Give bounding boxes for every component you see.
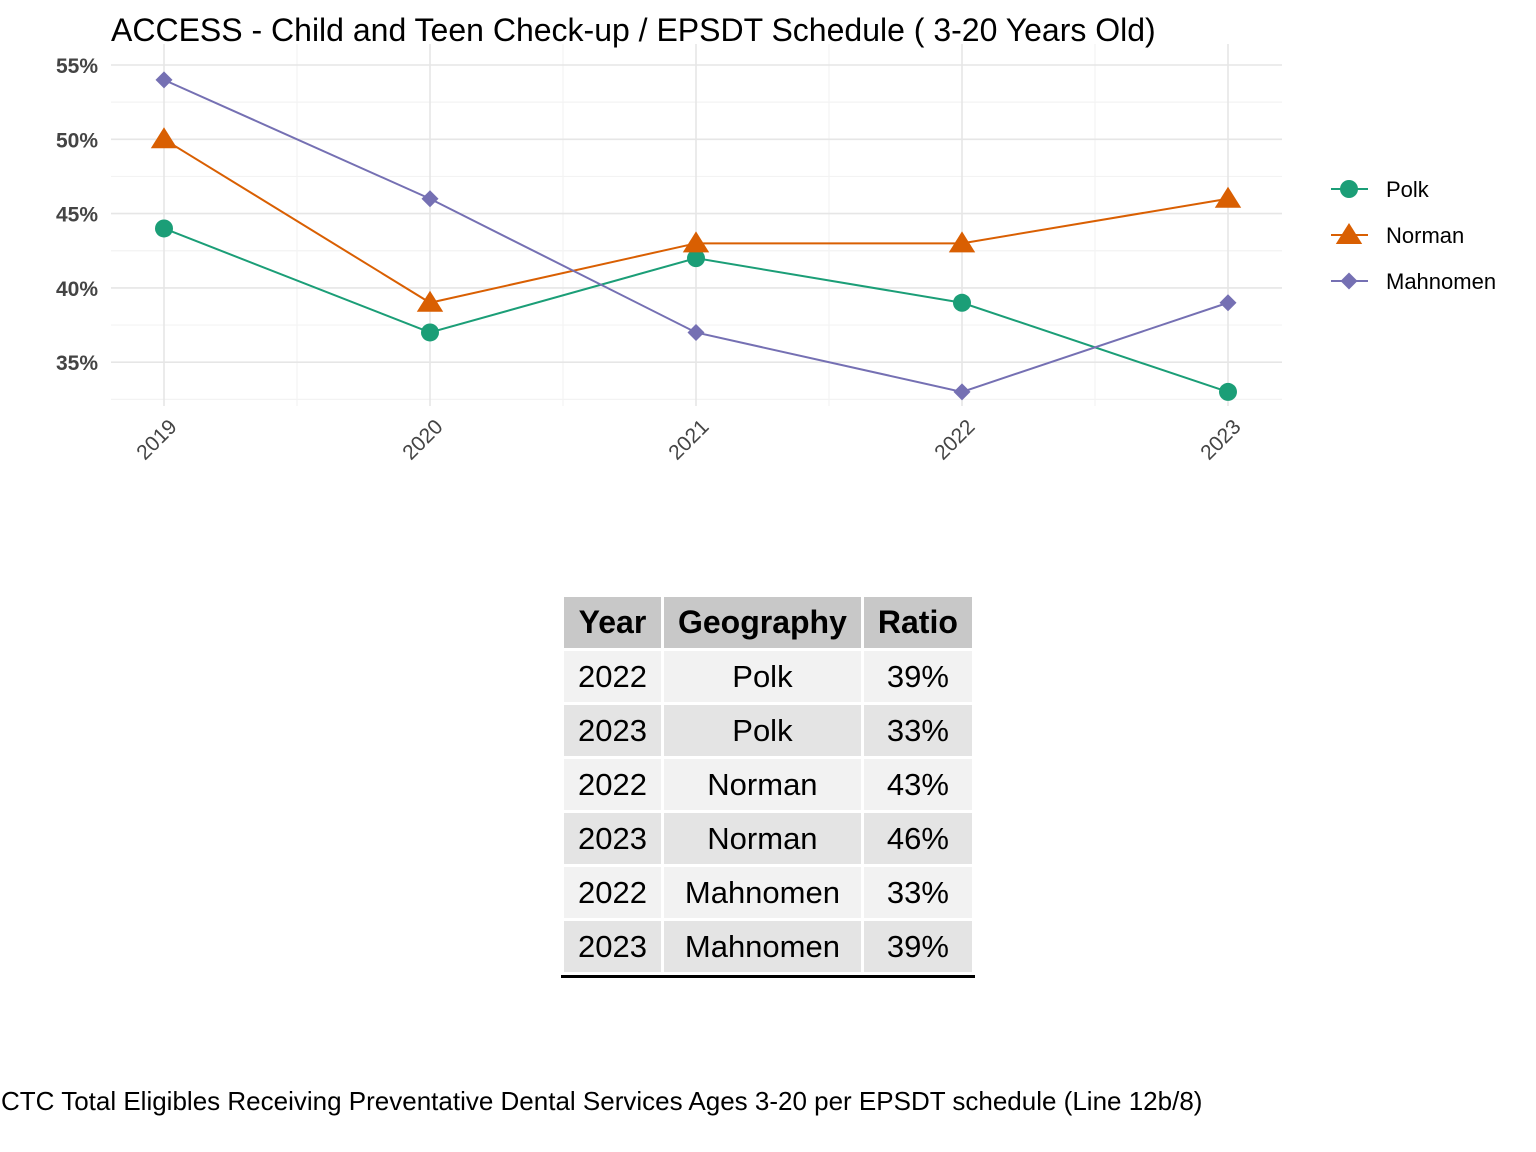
y-tick-label: 35% (56, 352, 98, 375)
cell-geography: Polk (663, 651, 861, 702)
x-tick-label: 2023 (1196, 415, 1245, 464)
line-chart: ACCESS - Child and Teen Check-up / EPSDT… (56, 12, 1496, 465)
x-tick-label: 2022 (930, 415, 979, 464)
legend-label: Mahnomen (1386, 269, 1496, 294)
header-geography: Geography (663, 597, 861, 648)
table-row: 2023 Polk 33% (564, 705, 972, 756)
data-point-mahnomen (1219, 294, 1237, 312)
data-point-mahnomen (687, 323, 705, 341)
data-point-norman (1214, 186, 1242, 208)
cell-ratio: 33% (863, 705, 972, 756)
y-tick-label: 45% (56, 204, 98, 227)
header-year: Year (564, 597, 661, 648)
series-mahnomen (155, 71, 1237, 401)
data-table: Year Geography Ratio 2022 Polk 39% 2023 … (561, 594, 975, 978)
table-row: 2022 Polk 39% (564, 651, 972, 702)
data-point-norman (948, 231, 976, 253)
cell-geography: Mahnomen (663, 921, 861, 972)
cell-year: 2023 (564, 921, 661, 972)
cell-ratio: 46% (863, 813, 972, 864)
data-point-polk (687, 249, 705, 268)
table-row: 2023 Norman 46% (564, 813, 972, 864)
legend-item-norman: Norman (1331, 223, 1464, 248)
cell-ratio: 39% (863, 921, 972, 972)
table-row: 2022 Norman 43% (564, 759, 972, 810)
data-point-mahnomen (953, 383, 971, 401)
y-axis-ticks: 35% 40% 45% 50% 55% (56, 55, 98, 375)
series-polk (155, 219, 1237, 401)
legend-marker-mahnomen (1340, 272, 1358, 290)
grid-lines (111, 44, 1282, 406)
y-tick-label: 40% (56, 278, 98, 301)
x-tick-label: 2019 (132, 415, 181, 464)
legend-item-polk: Polk (1331, 177, 1430, 202)
cell-year: 2022 (564, 651, 661, 702)
header-ratio: Ratio (863, 597, 972, 648)
y-tick-label: 55% (56, 55, 98, 78)
x-axis-ticks: 2019 2020 2021 2022 2023 (132, 415, 1245, 464)
legend-item-mahnomen: Mahnomen (1331, 269, 1496, 294)
cell-ratio: 43% (863, 759, 972, 810)
x-tick-label: 2020 (398, 415, 447, 464)
data-point-polk (421, 323, 439, 342)
table-row: 2022 Mahnomen 33% (564, 867, 972, 918)
caption: CTC Total Eligibles Receiving Preventati… (1, 1086, 1203, 1116)
cell-year: 2022 (564, 759, 661, 810)
legend-label: Polk (1386, 177, 1430, 202)
data-point-polk (1219, 382, 1237, 401)
data-point-mahnomen (421, 190, 439, 208)
cell-ratio: 39% (863, 651, 972, 702)
y-tick-label: 50% (56, 129, 98, 152)
cell-geography: Polk (663, 705, 861, 756)
cell-ratio: 33% (863, 867, 972, 918)
x-tick-label: 2021 (664, 415, 713, 464)
legend-marker-norman (1335, 223, 1363, 244)
cell-geography: Mahnomen (663, 867, 861, 918)
data-point-polk (953, 293, 971, 312)
series-norman (150, 127, 1242, 312)
chart-title: ACCESS - Child and Teen Check-up / EPSDT… (111, 12, 1156, 48)
cell-year: 2023 (564, 813, 661, 864)
data-point-norman (150, 127, 178, 149)
cell-geography: Norman (663, 759, 861, 810)
data-point-norman (682, 231, 710, 253)
table-row: 2023 Mahnomen 39% (564, 921, 972, 972)
cell-year: 2022 (564, 867, 661, 918)
legend: Polk Norman Mahnomen (1331, 177, 1496, 294)
data-point-mahnomen (155, 71, 173, 89)
cell-year: 2023 (564, 705, 661, 756)
table-header-row: Year Geography Ratio (564, 597, 972, 648)
data-point-norman (416, 290, 444, 312)
data-point-polk (155, 219, 173, 238)
legend-marker-polk (1340, 180, 1358, 198)
legend-label: Norman (1386, 223, 1464, 248)
series-layer (150, 71, 1242, 401)
cell-geography: Norman (663, 813, 861, 864)
